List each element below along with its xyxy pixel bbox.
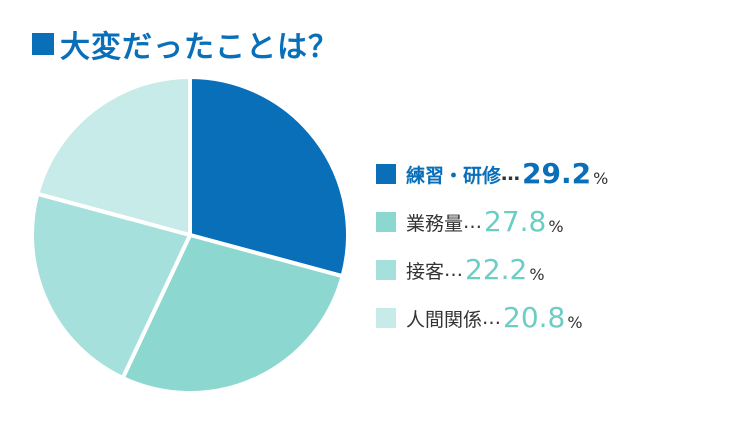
legend-unit: % bbox=[548, 217, 564, 236]
legend-separator: … bbox=[501, 163, 521, 185]
legend-separator: … bbox=[444, 259, 464, 281]
pie-slice-1 bbox=[188, 75, 350, 279]
pie-slice-4 bbox=[35, 75, 192, 237]
legend-value: 29.2 bbox=[522, 157, 592, 190]
legend-item-3: 接客… 22.2% bbox=[376, 246, 608, 294]
legend-swatch bbox=[376, 212, 396, 232]
title-square-marker bbox=[32, 33, 54, 55]
chart-title: 大変だったことは？ bbox=[32, 22, 339, 66]
legend-value: 20.8 bbox=[503, 301, 566, 334]
title-text: 大変だったことは？ bbox=[60, 30, 339, 65]
legend-label: 練習・研修 bbox=[406, 164, 502, 187]
legend-label: 人間関係 bbox=[406, 308, 483, 331]
legend-item-4: 人間関係… 20.8% bbox=[376, 294, 608, 342]
legend-label: 業務量 bbox=[406, 212, 464, 235]
legend-value: 22.2 bbox=[465, 253, 528, 286]
legend-item-1: 練習・研修… 29.2% bbox=[376, 150, 608, 198]
legend-value: 27.8 bbox=[484, 205, 547, 238]
pie-chart bbox=[30, 75, 350, 395]
pie-slice-3 bbox=[30, 191, 192, 380]
legend-separator: … bbox=[482, 307, 502, 329]
legend-swatch bbox=[376, 164, 396, 184]
legend-item-2: 業務量… 27.8% bbox=[376, 198, 608, 246]
legend-swatch bbox=[376, 260, 396, 280]
legend-separator: … bbox=[463, 211, 483, 233]
legend: 練習・研修… 29.2% 業務量… 27.8% 接客… 22.2% 人間関係… 20.8% bbox=[376, 150, 608, 342]
pie-slice-2 bbox=[120, 233, 345, 395]
legend-unit: % bbox=[529, 265, 545, 284]
legend-swatch bbox=[376, 308, 396, 328]
legend-unit: % bbox=[593, 169, 609, 188]
legend-label: 接客 bbox=[406, 260, 445, 283]
legend-unit: % bbox=[567, 313, 583, 332]
